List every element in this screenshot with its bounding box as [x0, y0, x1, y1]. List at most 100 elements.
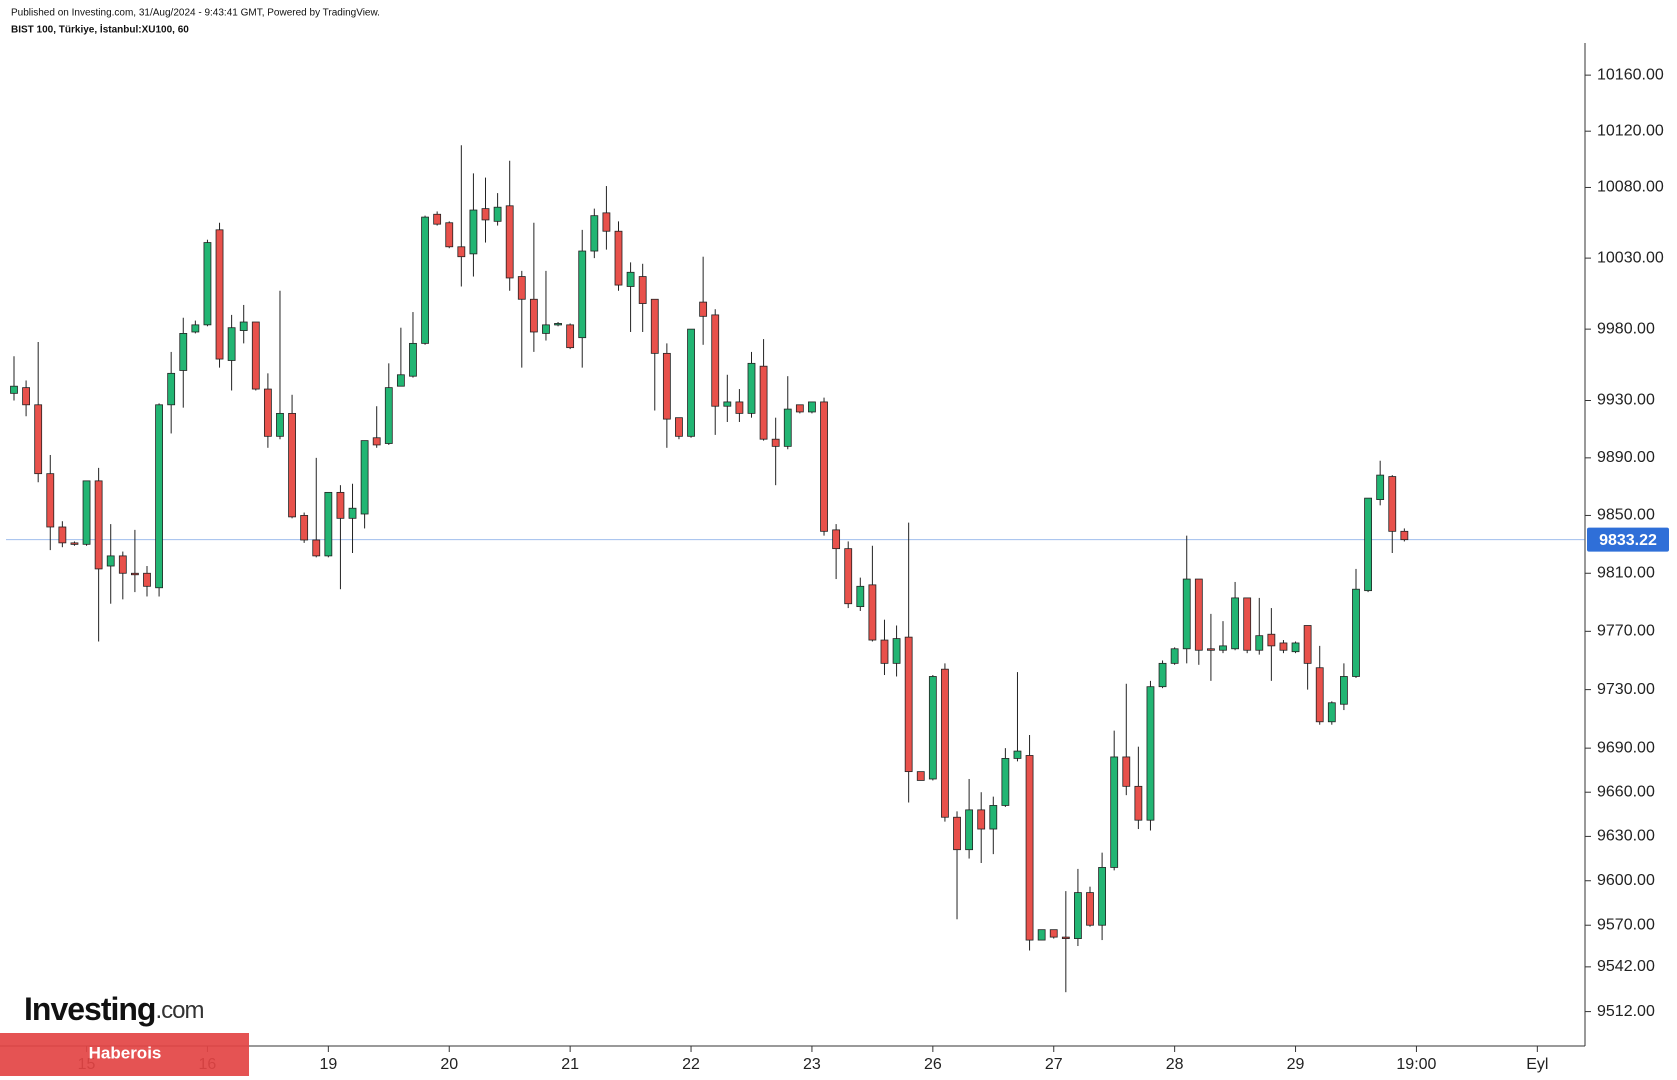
candle-body: [1340, 676, 1348, 705]
x-tick-label: 21: [561, 1056, 579, 1073]
candle-body: [795, 404, 804, 413]
candle-body: [1158, 662, 1167, 688]
candle-body: [1098, 867, 1106, 926]
candle-body: [360, 440, 369, 515]
candle-body: [1194, 578, 1203, 651]
candle-body: [445, 222, 454, 248]
logo-suffix: .com: [155, 997, 203, 1024]
candle-body: [1376, 474, 1385, 500]
published-note: Published on Investing.com, 31/Aug/2024 …: [11, 8, 380, 19]
candle-body: [1231, 597, 1239, 650]
candle-body: [675, 417, 683, 437]
candle-body: [650, 298, 659, 354]
logo: Investing.com: [24, 991, 203, 1027]
candle-body: [1074, 892, 1082, 939]
candle-body: [566, 324, 575, 349]
candle-body: [1001, 758, 1010, 806]
candle-body: [747, 362, 756, 414]
candle-body: [880, 639, 889, 664]
candle-body: [215, 229, 224, 360]
candle-body: [1364, 497, 1372, 592]
candle-body: [1086, 892, 1094, 926]
candle-body: [191, 324, 200, 333]
candle-body: [808, 401, 816, 413]
candle-body: [263, 388, 272, 437]
y-tick-label: 9542.00: [1597, 958, 1655, 975]
candle-body: [34, 404, 43, 475]
candle-body: [1279, 642, 1288, 651]
y-tick-label: 10030.00: [1597, 249, 1664, 266]
candle-body: [759, 365, 768, 440]
candle-body: [203, 242, 212, 326]
y-tick-label: 9770.00: [1597, 623, 1655, 640]
candle-body: [953, 816, 961, 851]
y-tick-label: 9810.00: [1597, 564, 1655, 581]
y-tick-label: 9980.00: [1597, 320, 1655, 337]
x-tick-label: 28: [1166, 1056, 1184, 1073]
candle-body: [1049, 929, 1058, 938]
logo-main: Investing: [24, 991, 155, 1027]
overlay: Investing.com 9833.22 Haberois: [0, 527, 1669, 1076]
candle-body: [179, 333, 188, 371]
y-tick-label: 9630.00: [1597, 828, 1655, 845]
candle-body: [336, 491, 345, 519]
candle-body: [832, 529, 841, 550]
y-tick-label: 9890.00: [1597, 449, 1655, 466]
candle-body: [626, 271, 635, 287]
candle-body: [505, 205, 514, 279]
candle-body: [1037, 929, 1046, 941]
x-tick-label: 29: [1287, 1056, 1305, 1073]
candle-body: [130, 572, 139, 576]
candle-body: [1255, 635, 1264, 651]
candle-body: [1110, 756, 1119, 868]
watermark-banner: [0, 1033, 249, 1076]
candle-body: [856, 585, 865, 608]
candle-body: [227, 327, 236, 361]
candle-body: [662, 352, 671, 420]
candle-body: [10, 385, 18, 394]
y-tick-label: 9690.00: [1597, 739, 1655, 756]
y-tick-label: 9730.00: [1597, 681, 1655, 698]
candle-body: [1291, 642, 1300, 653]
x-tick-label: 20: [440, 1056, 458, 1073]
candle-body: [892, 638, 901, 664]
candle-body: [542, 324, 550, 334]
candle-body: [783, 408, 792, 447]
candle-body: [590, 215, 599, 252]
candle-body: [58, 526, 67, 544]
candle-body: [372, 437, 381, 446]
candle-body: [22, 387, 30, 406]
candle-body: [1219, 645, 1227, 651]
candle-body: [554, 323, 562, 326]
x-tick-label: 19:00: [1396, 1056, 1436, 1073]
candle-body: [118, 555, 127, 574]
last-price-badge: [1587, 527, 1669, 552]
candle-body: [529, 298, 538, 333]
y-tick-label: 9660.00: [1597, 783, 1655, 800]
last-price-label: 9833.22: [1599, 532, 1657, 549]
candle-body: [1134, 785, 1143, 821]
y-tick-label: 9930.00: [1597, 392, 1655, 409]
candle-body: [300, 515, 309, 541]
candle-body: [1303, 625, 1312, 664]
candle-body: [143, 572, 151, 587]
candle-body: [614, 230, 623, 286]
candle-body: [699, 301, 708, 317]
candle-body: [1388, 476, 1397, 532]
candle-body: [771, 438, 780, 447]
candle-body: [638, 276, 647, 304]
candle-body: [348, 507, 357, 519]
candle-body: [723, 401, 732, 407]
plot: 10160.00 10120.00 10080.00 10030.00 9980.00 9…: [6, 66, 1664, 1073]
candle-body: [1025, 755, 1034, 941]
candle-body: [421, 216, 429, 344]
candle-body: [167, 372, 176, 406]
x-tick-label: 27: [1045, 1056, 1063, 1073]
watermark-text: Haberois: [89, 1043, 162, 1062]
candle-body: [469, 209, 478, 255]
candle-body: [517, 276, 526, 300]
candle-body: [433, 213, 442, 225]
candle-body: [977, 809, 986, 830]
candle-body: [1352, 588, 1360, 677]
